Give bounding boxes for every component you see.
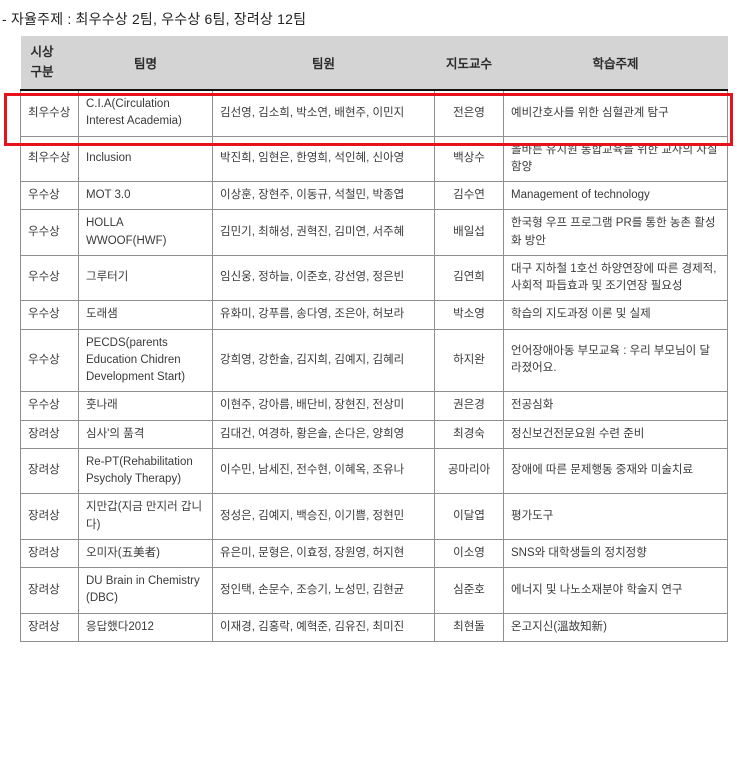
page-title: - 자율주제 : 최우수상 2팀, 우수상 6팀, 장려상 12팀 <box>2 11 307 27</box>
table-body: 최우수상 C.I.A(Circulation Interest Academia)… <box>20 89 728 642</box>
advising-professor-cell: 최현돌 <box>434 612 504 642</box>
study-subject-cell: 예비간호사를 위한 심혈관계 탐구 <box>503 89 728 137</box>
table-row: 우수상 도래샘 유화미, 강푸름, 송다영, 조은아, 허보라 박소영 학습의 지도과정… <box>20 300 728 330</box>
advising-professor-cell: 이달엽 <box>434 493 504 540</box>
award-name-cell: 우수상 <box>20 209 79 256</box>
study-subject-cell: 에너지 및 나노소재분야 학술지 연구 <box>503 567 728 614</box>
study-subject-cell: 정신보건전문요원 수련 준비 <box>503 419 728 449</box>
table-row: 장려상 응답했다2012 이재경, 김홍락, 예혁준, 김유진, 최미진 최현돌 온고지… <box>20 612 728 642</box>
study-subject-cell: 온고지신(溫故知新) <box>503 612 728 642</box>
team-name-cell: MOT 3.0 <box>78 180 213 211</box>
team-members-cell: 정인택, 손문수, 조승기, 노성민, 김현균 <box>212 567 435 614</box>
table-row: 장려상 지만갑(지금 만지러 갑니다) 정성은, 김예지, 백승진, 이기쁨, 정현… <box>20 493 728 540</box>
study-subject-cell: 대구 지하철 1호선 하양연장에 따른 경제적, 사회적 파듭효과 및 조기연장… <box>503 254 728 302</box>
team-members-cell: 박진희, 임현은, 한영희, 석인혜, 신아영 <box>212 135 435 182</box>
advising-professor-cell: 배일섭 <box>434 209 504 256</box>
team-members-cell: 임신웅, 정하늘, 이준호, 강선영, 정은빈 <box>212 254 435 302</box>
award-name-cell: 최우수상 <box>20 89 79 137</box>
team-members-cell: 유화미, 강푸름, 송다영, 조은아, 허보라 <box>212 300 435 330</box>
award-name-cell: 장려상 <box>20 612 79 642</box>
advising-professor-cell: 백상수 <box>434 135 504 182</box>
study-subject-cell: SNS와 대학생들의 정치정향 <box>503 538 728 569</box>
advising-professor-cell: 하지완 <box>434 328 504 393</box>
award-name-cell: 우수상 <box>20 391 79 421</box>
team-members-cell: 이상훈, 장현주, 이동규, 석철민, 박종엽 <box>212 180 435 211</box>
table-row: 우수상 HOLLA WWOOF(HWF) 김민기, 최해성, 권혁진, 김미연, 서… <box>20 209 728 256</box>
team-members-cell: 김민기, 최해성, 권혁진, 김미연, 서주혜 <box>212 209 435 256</box>
award-name-cell: 최우수상 <box>20 135 79 182</box>
table-row: 장려상 Re-PT(Rehabilitation Psycholy Therapy… <box>20 447 728 495</box>
award-table: 시상 구분 팀명 팀원 지도교수 학습주제 최우수상 C.I.A(Circulat… <box>20 36 728 642</box>
award-name-cell: 우수상 <box>20 254 79 302</box>
column-header-subject: 학습주제 <box>503 36 728 90</box>
column-header-award-line2: 구분 <box>30 64 54 79</box>
award-name-cell: 우수상 <box>20 328 79 393</box>
team-members-cell: 김선영, 김소희, 박소연, 배현주, 이민지 <box>212 89 435 137</box>
award-name-cell: 장려상 <box>20 419 79 449</box>
team-name-cell: 응답했다2012 <box>78 612 213 642</box>
award-name-cell: 장려상 <box>20 538 79 569</box>
column-header-professor: 지도교수 <box>434 36 504 90</box>
team-name-cell: 지만갑(지금 만지러 갑니다) <box>78 493 213 540</box>
study-subject-cell: 전공심화 <box>503 391 728 421</box>
advising-professor-cell: 공마리아 <box>434 447 504 495</box>
team-name-cell: HOLLA WWOOF(HWF) <box>78 209 213 256</box>
table-row: 장려상 DU Brain in Chemistry (DBC) 정인택, 손문수, … <box>20 567 728 614</box>
advising-professor-cell: 김수연 <box>434 180 504 211</box>
advising-professor-cell: 이소영 <box>434 538 504 569</box>
header-row: 시상 구분 팀명 팀원 지도교수 학습주제 <box>20 36 728 90</box>
team-name-cell: 도래샘 <box>78 300 213 330</box>
study-subject-cell: 학습의 지도과정 이론 및 실제 <box>503 300 728 330</box>
team-members-cell: 이현주, 강아름, 배단비, 장현진, 전상미 <box>212 391 435 421</box>
column-header-team: 팀명 <box>78 36 213 90</box>
study-subject-cell: 언어장애아동 부모교육 : 우리 부모님이 달라졌어요. <box>503 328 728 393</box>
study-subject-cell: 한국형 우프 프로그램 PR를 통한 농촌 활성화 방안 <box>503 209 728 256</box>
advising-professor-cell: 전은영 <box>434 89 504 137</box>
team-name-cell: Inclusion <box>78 135 213 182</box>
study-subject-cell: 평가도구 <box>503 493 728 540</box>
team-name-cell: 그루터기 <box>78 254 213 302</box>
team-members-cell: 이재경, 김홍락, 예혁준, 김유진, 최미진 <box>212 612 435 642</box>
team-members-cell: 정성은, 김예지, 백승진, 이기쁨, 정현민 <box>212 493 435 540</box>
column-header-members: 팀원 <box>212 36 435 90</box>
team-name-cell: DU Brain in Chemistry (DBC) <box>78 567 213 614</box>
column-header-award: 시상 구분 <box>20 36 79 90</box>
team-members-cell: 유은미, 문형은, 이효정, 장원영, 허지현 <box>212 538 435 569</box>
team-name-cell: 심사'의 품격 <box>78 419 213 449</box>
advising-professor-cell: 김연희 <box>434 254 504 302</box>
study-subject-cell: 장애에 따른 문제행동 중재와 미술치료 <box>503 447 728 495</box>
award-name-cell: 우수상 <box>20 300 79 330</box>
team-name-cell: 오미자(五美者) <box>78 538 213 569</box>
study-subject-cell: 올바른 유치원 통합교육을 위한 교사의 자질 함양 <box>503 135 728 182</box>
table-row: 우수상 그루터기 임신웅, 정하늘, 이준호, 강선영, 정은빈 김연희 대구 지하철 … <box>20 254 728 302</box>
table-row: 우수상 MOT 3.0 이상훈, 장현주, 이동규, 석철민, 박종엽 김수연 Mana… <box>20 180 728 211</box>
table-header: 시상 구분 팀명 팀원 지도교수 학습주제 <box>20 36 728 90</box>
study-subject-cell: Management of technology <box>503 180 728 211</box>
team-name-cell: Re-PT(Rehabilitation Psycholy Therapy) <box>78 447 213 495</box>
table-row: 최우수상 Inclusion 박진희, 임현은, 한영희, 석인혜, 신아영 백상수 올… <box>20 135 728 182</box>
team-members-cell: 이수민, 남세진, 전수현, 이혜옥, 조유나 <box>212 447 435 495</box>
advising-professor-cell: 권은경 <box>434 391 504 421</box>
advising-professor-cell: 심준호 <box>434 567 504 614</box>
advising-professor-cell: 박소영 <box>434 300 504 330</box>
team-name-cell: C.I.A(Circulation Interest Academia) <box>78 89 213 137</box>
team-members-cell: 김대건, 여경하, 황은솔, 손다은, 양희영 <box>212 419 435 449</box>
column-header-award-line1: 시상 <box>30 45 54 60</box>
table-row: 우수상 PECDS(parents Education Chidren Devel… <box>20 328 728 393</box>
table-row: 장려상 오미자(五美者) 유은미, 문형은, 이효정, 장원영, 허지현 이소영 SNS… <box>20 538 728 569</box>
team-name-cell: 훗나래 <box>78 391 213 421</box>
award-name-cell: 장려상 <box>20 567 79 614</box>
award-name-cell: 장려상 <box>20 447 79 495</box>
team-members-cell: 강희영, 강한솔, 김지희, 김예지, 김혜리 <box>212 328 435 393</box>
table-row: 우수상 훗나래 이현주, 강아름, 배단비, 장현진, 전상미 권은경 전공심화 <box>20 391 728 421</box>
team-name-cell: PECDS(parents Education Chidren Developm… <box>78 328 213 393</box>
award-name-cell: 우수상 <box>20 180 79 211</box>
award-table-wrapper: 시상 구분 팀명 팀원 지도교수 학습주제 최우수상 C.I.A(Circulat… <box>20 36 728 642</box>
table-row: 장려상 심사'의 품격 김대건, 여경하, 황은솔, 손다은, 양희영 최경숙 정신보건… <box>20 419 728 449</box>
table-row: 최우수상 C.I.A(Circulation Interest Academia)… <box>20 89 728 137</box>
advising-professor-cell: 최경숙 <box>434 419 504 449</box>
award-name-cell: 장려상 <box>20 493 79 540</box>
